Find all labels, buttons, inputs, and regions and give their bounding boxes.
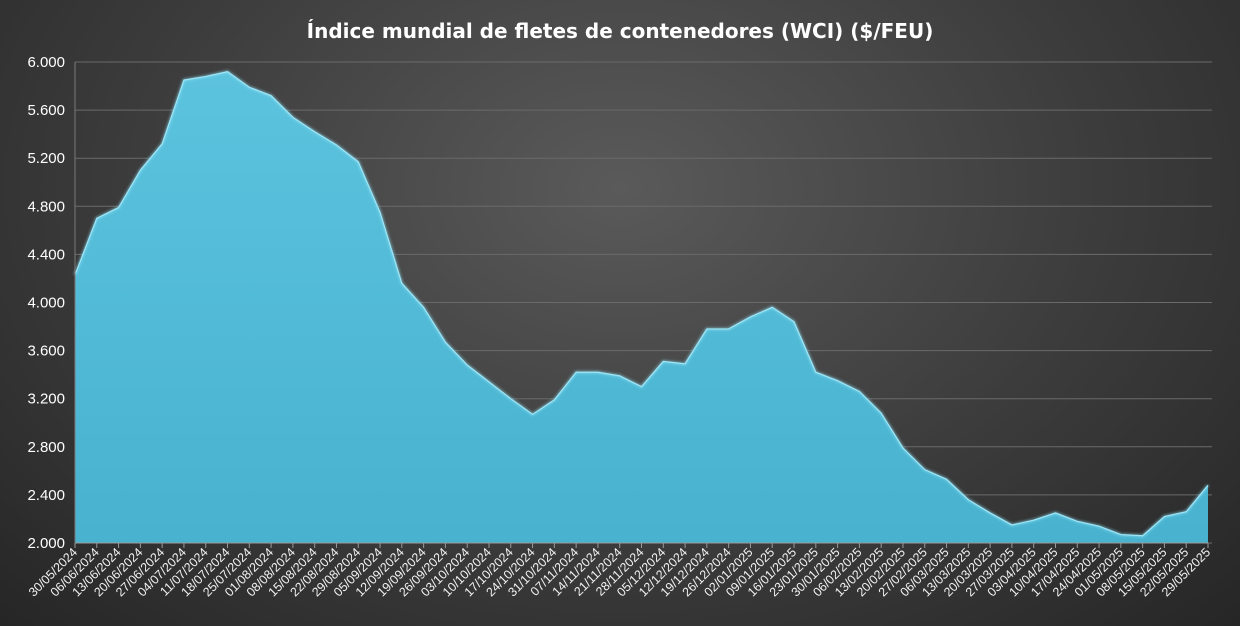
data-point	[880, 412, 882, 414]
data-point	[815, 371, 817, 373]
data-point	[292, 116, 294, 118]
data-point	[1098, 525, 1100, 527]
data-point	[793, 321, 795, 323]
data-point	[183, 79, 185, 81]
y-tick-label: 5.600	[27, 102, 65, 119]
data-point	[96, 217, 98, 219]
data-point	[1011, 524, 1013, 526]
data-point	[401, 282, 403, 284]
data-point	[1207, 484, 1209, 486]
x-axis-ticks: 30/05/202406/06/202413/06/202420/06/2024…	[26, 543, 1213, 599]
data-point	[379, 211, 381, 213]
y-tick-label: 2.400	[27, 487, 65, 504]
data-point	[248, 86, 250, 88]
chart-title: Índice mundial de fletes de contenedores…	[307, 19, 934, 43]
data-point	[1076, 520, 1078, 522]
data-point	[1142, 535, 1144, 537]
series-area	[75, 71, 1208, 544]
data-point	[423, 306, 425, 308]
data-point	[488, 381, 490, 383]
data-point	[728, 328, 730, 330]
data-point	[532, 413, 534, 415]
data-point	[771, 306, 773, 308]
data-point	[314, 131, 316, 133]
y-tick-label: 4.400	[27, 246, 65, 263]
y-tick-label: 5.200	[27, 150, 65, 167]
data-point	[1185, 511, 1187, 513]
data-point	[1054, 512, 1056, 514]
data-point	[902, 447, 904, 449]
y-tick-label: 2.000	[27, 535, 65, 552]
data-point	[205, 75, 207, 77]
data-point	[597, 371, 599, 373]
data-point	[989, 512, 991, 514]
data-point	[553, 399, 555, 401]
series-edge	[74, 70, 1209, 537]
data-point	[444, 341, 446, 343]
data-point	[641, 386, 643, 388]
data-point	[227, 71, 229, 73]
y-tick-label: 4.000	[27, 295, 65, 312]
data-point	[924, 469, 926, 471]
data-point	[858, 390, 860, 392]
y-tick-label: 6.000	[27, 54, 65, 71]
data-point	[946, 478, 948, 480]
data-point	[335, 144, 337, 146]
plot-area	[73, 70, 1210, 544]
data-point	[575, 371, 577, 373]
data-point	[118, 207, 120, 209]
data-point	[619, 375, 621, 377]
data-point	[270, 95, 272, 97]
data-point	[357, 161, 359, 163]
y-tick-label: 3.600	[27, 343, 65, 360]
data-point	[510, 398, 512, 400]
data-point	[1033, 519, 1035, 521]
data-point	[684, 363, 686, 365]
data-point	[139, 169, 141, 171]
data-point	[161, 143, 163, 145]
data-point	[1120, 534, 1122, 536]
data-point	[466, 364, 468, 366]
y-tick-label: 3.200	[27, 391, 65, 408]
data-point	[749, 316, 751, 318]
data-point	[837, 380, 839, 382]
y-axis-ticks: 2.000 2.400 2.800 3.200 3.600 4.000 4.400 4.800…	[27, 54, 65, 552]
data-point	[706, 328, 708, 330]
data-point	[662, 360, 664, 362]
data-point	[967, 499, 969, 501]
y-tick-label: 2.800	[27, 439, 65, 456]
y-tick-label: 4.800	[27, 198, 65, 215]
data-point	[1163, 516, 1165, 518]
